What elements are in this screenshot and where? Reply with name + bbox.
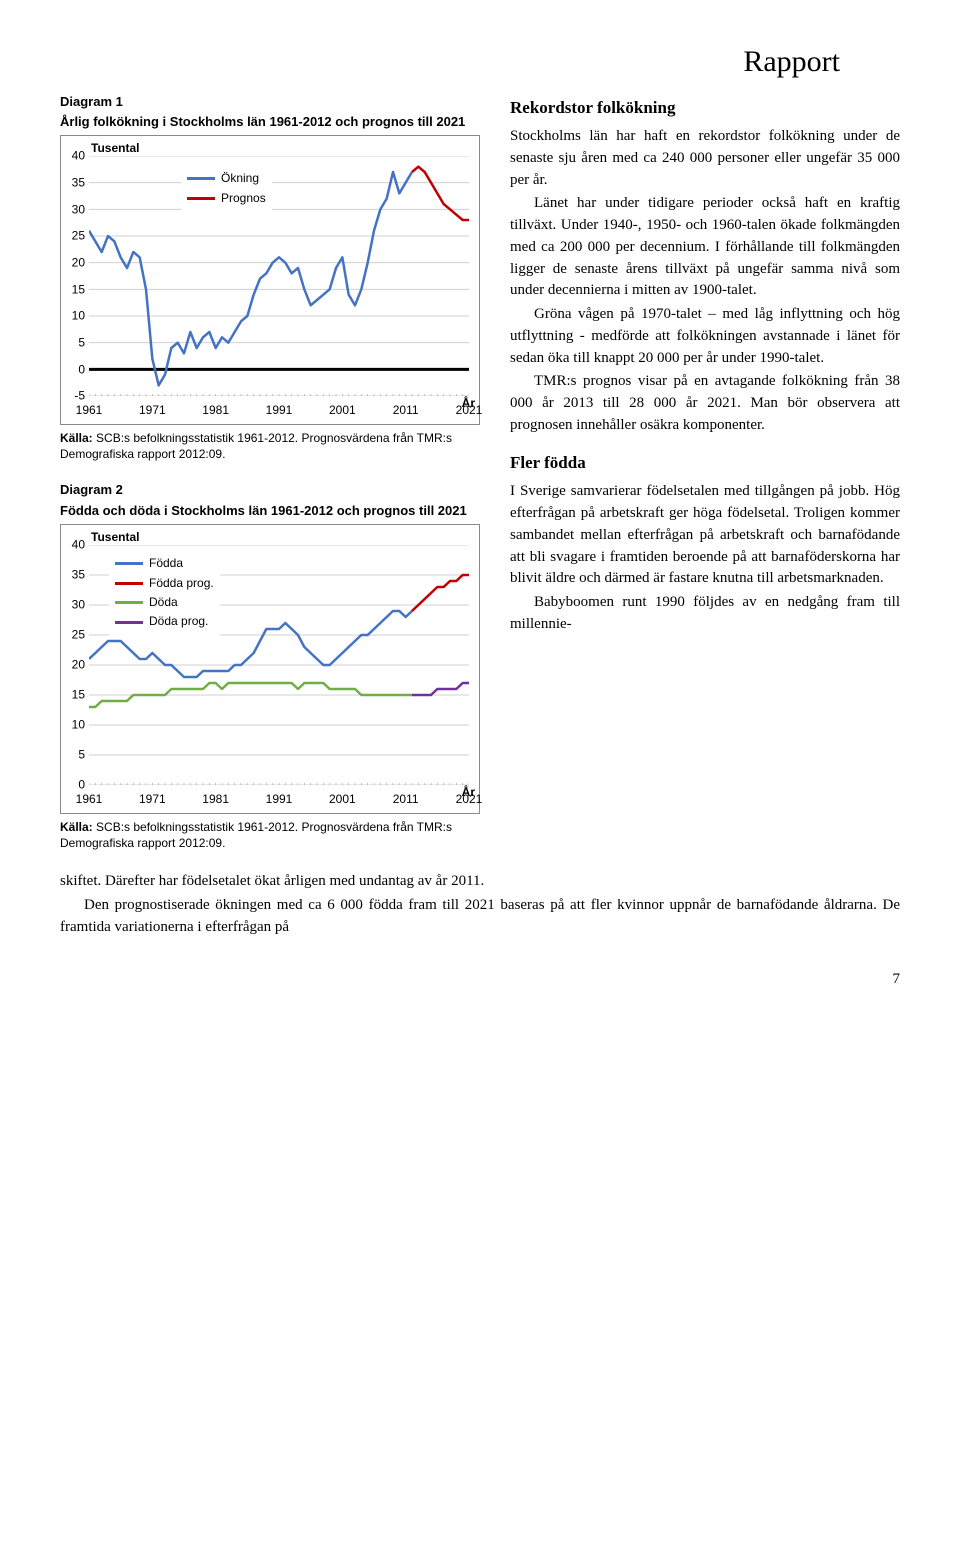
legend-label: Ökning xyxy=(221,170,259,187)
para-2: Länet har under tidigare perioder också … xyxy=(510,193,900,302)
diagram-1-label: Diagram 1 xyxy=(60,94,480,111)
x-tick: 2011 xyxy=(393,402,419,419)
x-tick: 2021 xyxy=(456,402,483,419)
legend-label: Prognos xyxy=(221,190,266,207)
x-tick: 1971 xyxy=(139,402,166,419)
left-column: Diagram 1 Årlig folkökning i Stockholms … xyxy=(60,94,480,872)
two-column-layout: Diagram 1 Årlig folkökning i Stockholms … xyxy=(60,94,900,872)
y-tick: 5 xyxy=(78,334,85,351)
legend-label: Födda prog. xyxy=(149,575,214,592)
y-tick: 0 xyxy=(78,361,85,378)
x-tick: 1991 xyxy=(266,791,293,808)
diagram-1-ylabel: Tusental xyxy=(91,140,139,157)
para-3: Gröna vågen på 1970-talet – med låg infl… xyxy=(510,304,900,369)
right-column: Rekordstor folkökning Stockholms län har… xyxy=(510,94,900,872)
y-tick: 25 xyxy=(72,228,85,245)
page-number: 7 xyxy=(60,969,900,991)
source-label: Källa: xyxy=(60,431,93,445)
para-1: Stockholms län har haft en rekordstor fo… xyxy=(510,126,900,191)
diagram-2-chart: Tusental År 0510152025303540 19611971198… xyxy=(60,524,480,814)
diagram-2-source: Källa: SCB:s befolkningsstatistik 1961-2… xyxy=(60,820,480,851)
legend-label: Döda prog. xyxy=(149,613,208,630)
x-tick: 1961 xyxy=(76,402,103,419)
para-6: Babyboomen runt 1990 följdes av en nedgå… xyxy=(510,592,900,636)
y-tick: 20 xyxy=(72,657,85,674)
diagram-1-source: Källa: SCB:s befolkningsstatistik 1961-2… xyxy=(60,431,480,462)
legend-swatch xyxy=(115,562,143,565)
diagram-1-chart: Tusental År -50510152025303540 196119711… xyxy=(60,135,480,425)
diagram-1-title: Årlig folkökning i Stockholms län 1961-2… xyxy=(60,114,480,131)
y-tick: 5 xyxy=(78,747,85,764)
diagram-2-label: Diagram 2 xyxy=(60,482,480,499)
x-tick: 1971 xyxy=(139,791,166,808)
y-tick: 35 xyxy=(72,174,85,191)
y-tick: 15 xyxy=(72,687,85,704)
diagram-2-block: Diagram 2 Födda och döda i Stockholms lä… xyxy=(60,482,480,851)
legend-item: Prognos xyxy=(187,190,266,207)
x-tick: 2001 xyxy=(329,791,356,808)
x-tick: 2011 xyxy=(393,791,419,808)
x-tick: 1981 xyxy=(202,791,229,808)
page-header: Rapport xyxy=(60,40,900,84)
y-tick: 35 xyxy=(72,567,85,584)
x-tick: 1991 xyxy=(266,402,293,419)
heading-fler-fodda: Fler födda xyxy=(510,451,900,476)
para-4: TMR:s prognos visar på en avtagande folk… xyxy=(510,371,900,436)
legend-item: Ökning xyxy=(187,170,266,187)
x-tick: 2021 xyxy=(456,791,483,808)
bottom-para-1: skiftet. Därefter har födelsetalet ökat … xyxy=(60,871,900,893)
source-text: SCB:s befolkningsstatistik 1961-2012. Pr… xyxy=(60,431,452,461)
legend-item: Döda prog. xyxy=(115,613,214,630)
y-tick: 25 xyxy=(72,627,85,644)
heading-rekordstor: Rekordstor folkökning xyxy=(510,96,900,121)
y-tick: 10 xyxy=(72,308,85,325)
legend-label: Födda xyxy=(149,555,183,572)
diagram-2-ylabel: Tusental xyxy=(91,529,139,546)
x-tick: 1961 xyxy=(76,791,103,808)
source-label: Källa: xyxy=(60,820,93,834)
bottom-para-2: Den prognostiserade ökningen med ca 6 00… xyxy=(60,895,900,939)
x-tick: 1981 xyxy=(202,402,229,419)
legend-swatch xyxy=(115,601,143,604)
x-tick: 2001 xyxy=(329,402,356,419)
y-tick: 40 xyxy=(72,537,85,554)
bottom-text: skiftet. Därefter har födelsetalet ökat … xyxy=(60,871,900,938)
para-5: I Sverige samvarierar födelsetalen med t… xyxy=(510,481,900,590)
legend-swatch xyxy=(115,621,143,624)
diagram-2-title: Födda och döda i Stockholms län 1961-201… xyxy=(60,503,480,520)
diagram-1-block: Diagram 1 Årlig folkökning i Stockholms … xyxy=(60,94,480,463)
y-tick: 20 xyxy=(72,254,85,271)
legend-swatch xyxy=(187,197,215,200)
legend-item: Födda prog. xyxy=(115,575,214,592)
legend-swatch xyxy=(187,177,215,180)
y-tick: 30 xyxy=(72,597,85,614)
y-tick: 10 xyxy=(72,717,85,734)
legend-item: Döda xyxy=(115,594,214,611)
y-tick: 30 xyxy=(72,201,85,218)
legend-swatch xyxy=(115,582,143,585)
y-tick: 15 xyxy=(72,281,85,298)
source-text: SCB:s befolkningsstatistik 1961-2012. Pr… xyxy=(60,820,452,850)
legend-label: Döda xyxy=(149,594,178,611)
y-tick: 40 xyxy=(72,148,85,165)
legend-item: Födda xyxy=(115,555,214,572)
